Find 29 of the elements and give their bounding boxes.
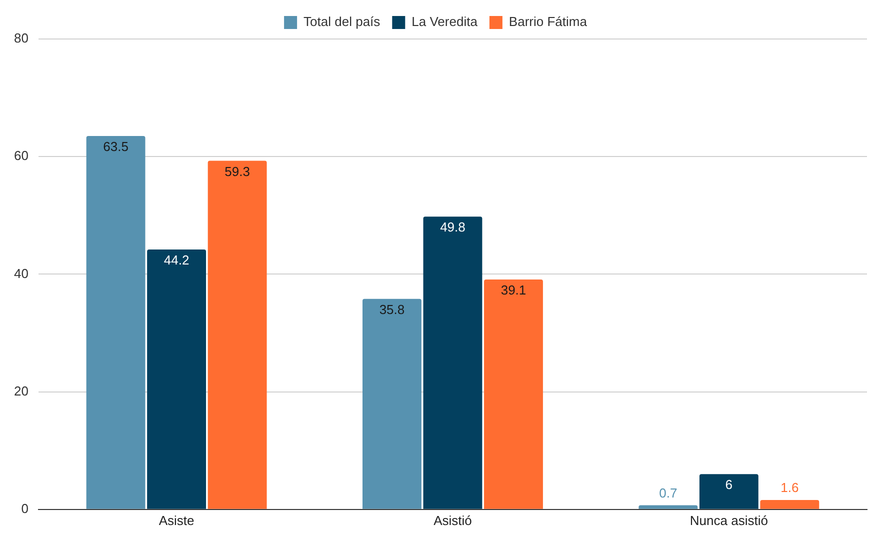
y-tick-label: 80 [14, 30, 28, 46]
bar [86, 136, 146, 509]
y-tick-label: 60 [14, 148, 28, 164]
data-label: 6 [725, 477, 733, 492]
data-label: 35.8 [379, 302, 405, 317]
data-label: 44.2 [164, 252, 190, 268]
data-label: 59.3 [224, 164, 250, 179]
x-tick-label: Nunca asistió [690, 512, 768, 528]
bar [760, 500, 820, 509]
data-label: 0.7 [659, 485, 678, 500]
y-tick-label: 0 [21, 500, 28, 516]
data-label: 39.1 [500, 282, 526, 298]
bar [208, 160, 267, 509]
legend-label: Barrio Fátima [508, 14, 588, 30]
bar [699, 474, 758, 509]
data-label: 49.8 [440, 220, 466, 235]
data-label: 63.5 [103, 139, 128, 154]
bar [147, 250, 206, 509]
bar [484, 279, 543, 509]
x-tick-label: Asistió [434, 512, 472, 528]
x-tick-label: Asiste [158, 512, 194, 528]
y-tick-label: 40 [14, 266, 28, 281]
legend-label: Total del país [304, 14, 381, 30]
y-tick-label: 20 [14, 383, 28, 398]
bar [423, 216, 482, 509]
bar [638, 505, 698, 509]
data-label: 1.6 [780, 480, 799, 496]
bar [362, 298, 422, 509]
legend-label: La Veredita [412, 14, 478, 30]
